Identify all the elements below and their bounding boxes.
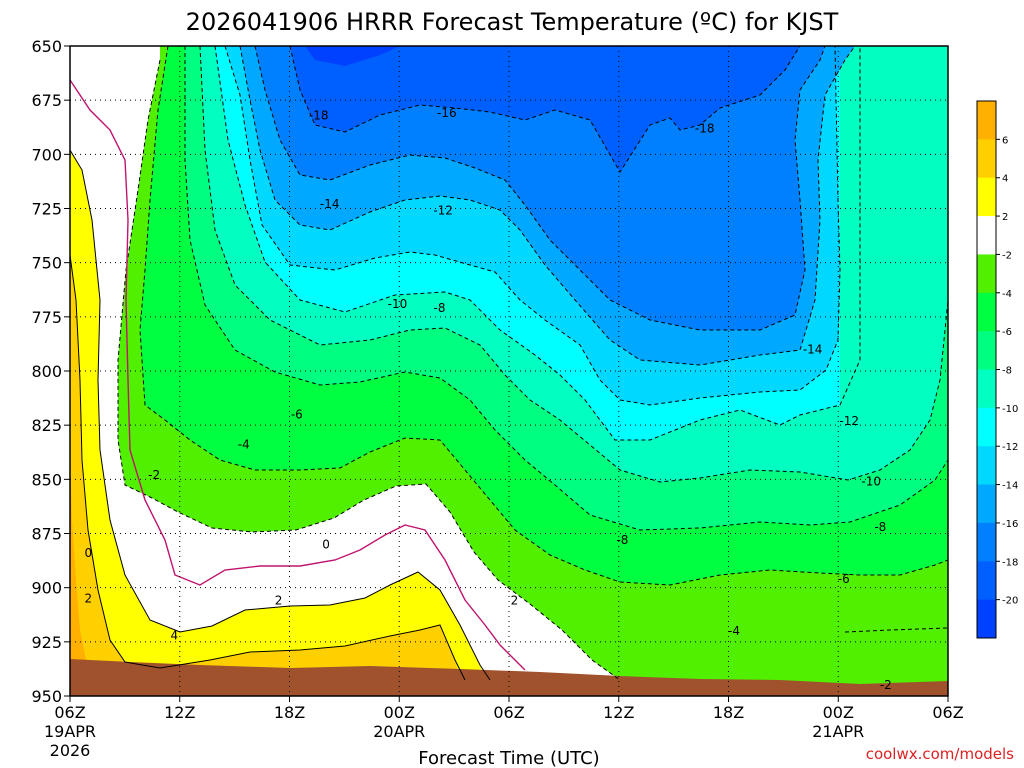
colorbar-label: -14 bbox=[1002, 481, 1018, 492]
colorbar-label: -16 bbox=[1002, 519, 1018, 530]
contour-label: -8 bbox=[616, 533, 628, 547]
region-above-6 bbox=[70, 450, 86, 660]
contour-label: -14 bbox=[803, 342, 823, 356]
credit-text: coolwx.com/models bbox=[866, 745, 1014, 763]
contour-label: 2 bbox=[84, 592, 92, 606]
contour-label: -6 bbox=[291, 407, 303, 421]
y-tick-label: 650 bbox=[31, 37, 62, 56]
contour-label: 0 bbox=[84, 546, 92, 560]
contour-label: -16 bbox=[437, 106, 457, 120]
y-tick-label: 800 bbox=[31, 362, 62, 381]
contour-label: 4 bbox=[170, 628, 178, 642]
contour-label: 2 bbox=[511, 594, 519, 608]
contour-labels: 0 2 4 -2 -4 -6 -8 -10 -12 -14 -16 -18 -18 -14 -12 -10 -8… bbox=[84, 106, 892, 692]
y-tick-label: 700 bbox=[31, 145, 62, 164]
y-tick-label: 750 bbox=[31, 254, 62, 273]
contour-label: -2 bbox=[880, 678, 892, 692]
colorbar-label: -2 bbox=[1002, 250, 1012, 261]
colorbar-swatch bbox=[977, 599, 996, 639]
x-tick-label: 18Z bbox=[713, 703, 744, 722]
region-above-2 bbox=[70, 150, 490, 696]
plot-area: 0 2 4 -2 -4 -6 -8 -10 -12 -14 -16 -18 -18 -14 -12 -10 -8… bbox=[70, 46, 948, 696]
y-tick-label: 950 bbox=[31, 687, 62, 706]
colorbar-label: -18 bbox=[1002, 557, 1018, 568]
y-tick-label: 900 bbox=[31, 579, 62, 598]
y-axis: 650 675 700 725 750 775 800 825 850 875 900 925 950 bbox=[31, 37, 70, 706]
colorbar-swatch bbox=[977, 216, 996, 255]
colorbar-swatch bbox=[977, 139, 996, 179]
y-tick-label: 725 bbox=[31, 200, 62, 219]
contour-label: -14 bbox=[320, 197, 340, 211]
x-tick-label: 18Z bbox=[274, 703, 305, 722]
contour-label: 0 bbox=[322, 537, 330, 551]
contour-label: -12 bbox=[433, 204, 453, 218]
x-tick-date: 20APR bbox=[373, 722, 425, 741]
x-axis-label: Forecast Time (UTC) bbox=[418, 748, 599, 768]
contour-label: -8 bbox=[434, 301, 446, 315]
colorbar-swatch bbox=[977, 369, 996, 409]
colorbar-label: -8 bbox=[1002, 366, 1012, 377]
colorbar-swatch bbox=[977, 407, 996, 447]
colorbar-label: -10 bbox=[1002, 404, 1018, 415]
contour-label: -18 bbox=[309, 108, 329, 122]
chart-title: 2026041906 HRRR Forecast Temperature (ºC… bbox=[186, 8, 839, 36]
colorbar-label: -20 bbox=[1002, 596, 1018, 607]
contour-label: -18 bbox=[695, 121, 715, 135]
colorbar-label: -4 bbox=[1002, 289, 1012, 300]
x-tick-label: 00Z bbox=[823, 703, 854, 722]
colorbar-label: 6 bbox=[1002, 135, 1008, 146]
contour-label: -4 bbox=[238, 438, 250, 452]
colorbar-swatch bbox=[977, 446, 996, 486]
colorbar-swatch bbox=[977, 331, 996, 370]
y-tick-label: 775 bbox=[31, 308, 62, 327]
colorbar-swatch bbox=[977, 484, 996, 524]
contour-label: -10 bbox=[861, 475, 881, 489]
region-minus-20 bbox=[290, 46, 800, 172]
x-tick-date: 21APR bbox=[812, 722, 864, 741]
x-tick-label: 12Z bbox=[603, 703, 634, 722]
contour-label: -2 bbox=[148, 468, 160, 482]
contour-label: -12 bbox=[839, 414, 859, 428]
y-tick-label: 925 bbox=[31, 633, 62, 652]
contour-label: -8 bbox=[874, 520, 886, 534]
contour-lines bbox=[70, 46, 948, 681]
contour-label: 2 bbox=[275, 594, 283, 608]
contour-label: -6 bbox=[838, 572, 850, 586]
contour-label: -10 bbox=[388, 297, 408, 311]
y-tick-label: 850 bbox=[31, 470, 62, 489]
vertical-gridlines bbox=[179, 46, 839, 696]
contour-label: -4 bbox=[728, 624, 740, 638]
y-tick-label: 875 bbox=[31, 525, 62, 544]
colorbar-swatch bbox=[977, 561, 996, 601]
colorbar-swatch bbox=[977, 101, 996, 140]
x-tick-date: 19APR bbox=[44, 722, 96, 741]
colorbar-label: 4 bbox=[1002, 174, 1008, 185]
x-tick-label: 06Z bbox=[54, 703, 85, 722]
x-tick-year: 2026 bbox=[50, 741, 91, 760]
y-tick-label: 675 bbox=[31, 91, 62, 110]
y-tick-label: 825 bbox=[31, 416, 62, 435]
colorbar-label: -12 bbox=[1002, 442, 1018, 453]
x-tick-label: 12Z bbox=[164, 703, 195, 722]
colorbar-swatch bbox=[977, 177, 996, 217]
colorbar-swatch bbox=[977, 292, 996, 332]
colorbar-swatch bbox=[977, 522, 996, 562]
colorbar: 6 4 2 -2 -4 -6 -8 -10 -12 -14 -16 -18 -20 bbox=[976, 100, 1018, 639]
x-tick-label: 00Z bbox=[384, 703, 415, 722]
colorbar-label: -6 bbox=[1002, 327, 1012, 338]
colorbar-swatch bbox=[977, 254, 996, 294]
x-tick-label: 06Z bbox=[493, 703, 524, 722]
region-above-4 bbox=[70, 255, 465, 696]
region-minus-22 bbox=[305, 46, 400, 66]
x-tick-label: 06Z bbox=[932, 703, 963, 722]
colorbar-label: 2 bbox=[1002, 212, 1008, 223]
region-above-minus-2 bbox=[70, 46, 620, 696]
